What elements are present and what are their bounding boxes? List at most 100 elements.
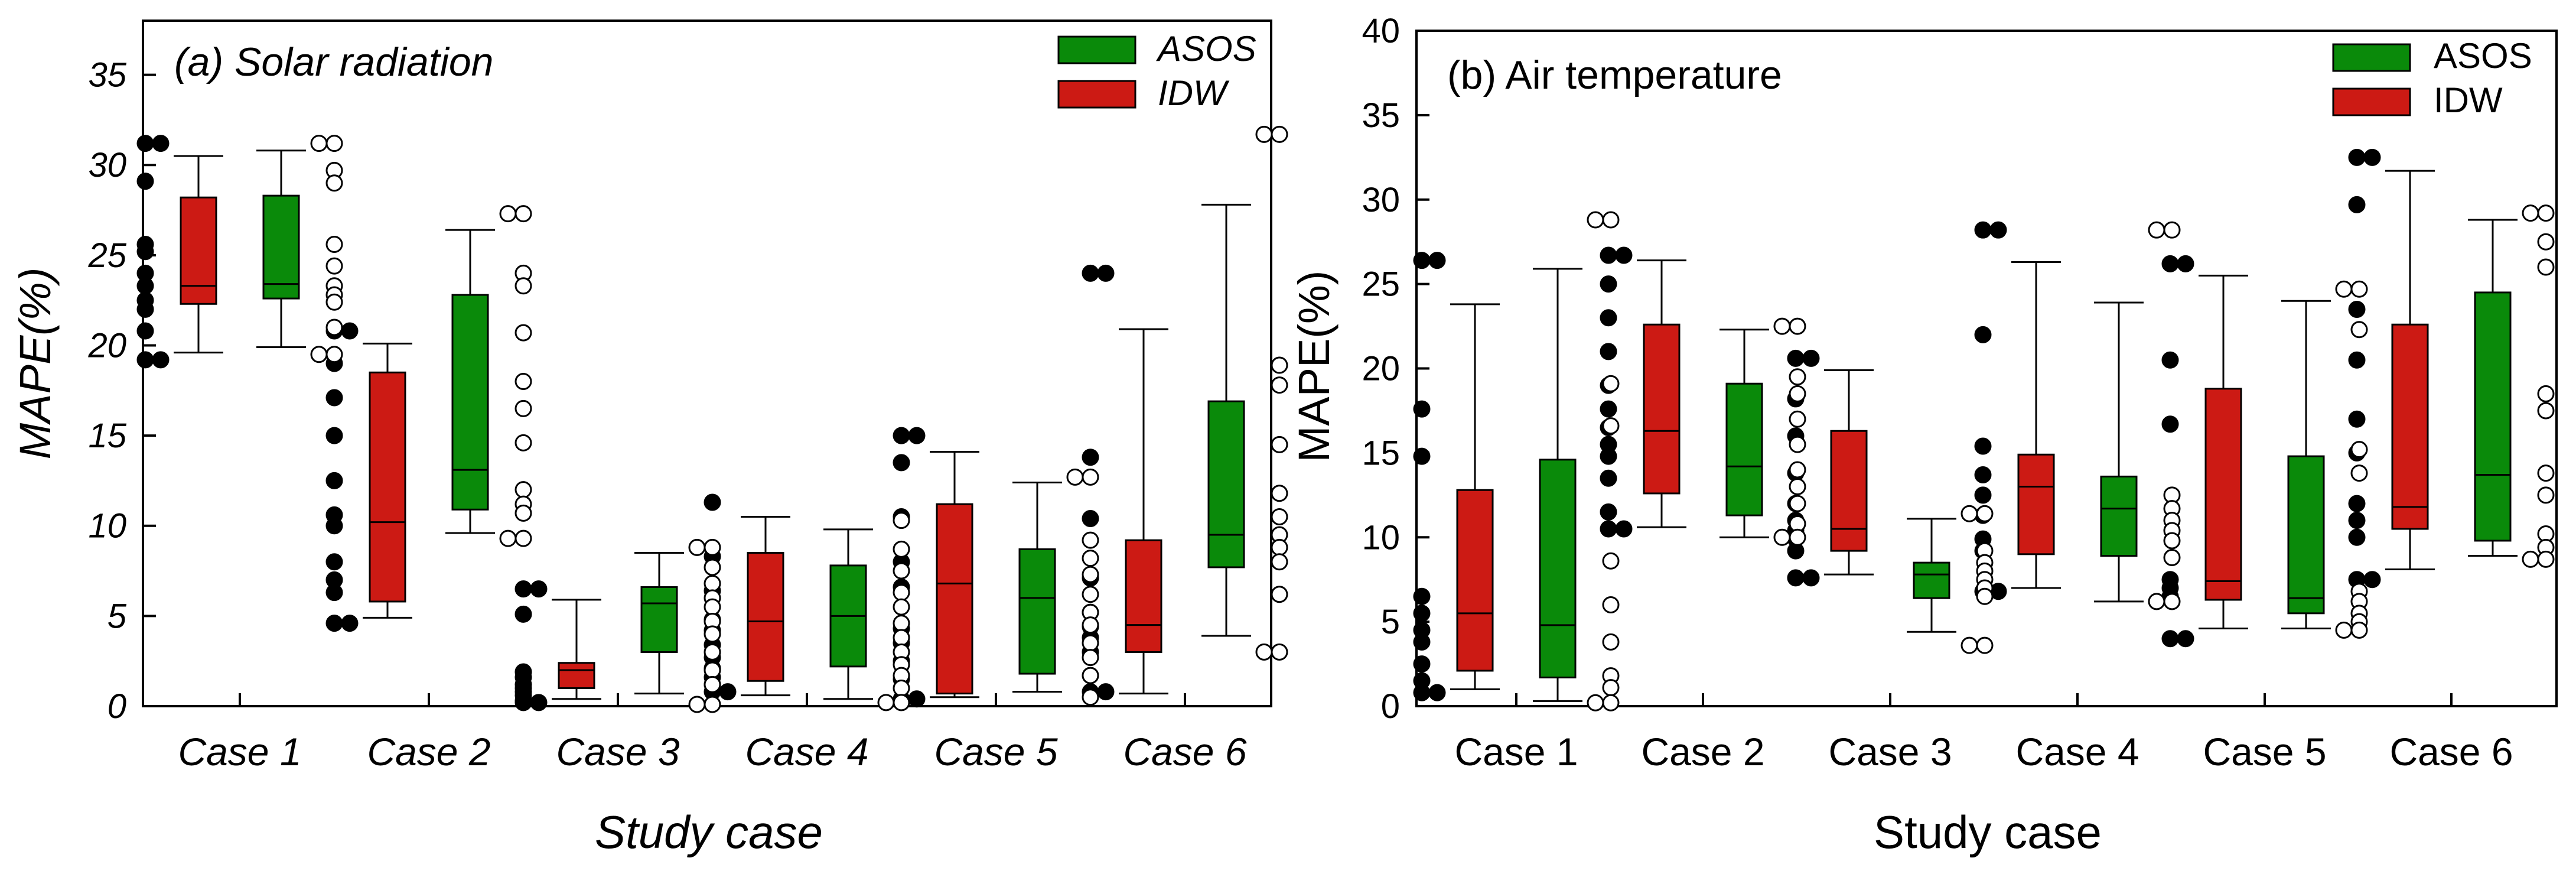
data-point-idw xyxy=(1600,275,1617,293)
data-point-idw xyxy=(341,322,359,340)
data-point-idw xyxy=(1428,684,1446,701)
data-point-asos xyxy=(1271,125,1288,143)
data-point-asos xyxy=(1271,538,1288,556)
data-point-asos xyxy=(1082,550,1099,567)
data-point-asos xyxy=(1271,553,1288,571)
data-point-asos xyxy=(2163,221,2181,239)
x-tick-label: Case 2 xyxy=(1641,730,1764,774)
y-tick-label: 40 xyxy=(1362,12,1400,50)
data-point-asos xyxy=(1271,356,1288,374)
x-axis-b: Case 1 Case 2 Case 3 Case 4 Case 5 Case 6 xyxy=(1454,693,2513,774)
data-point-asos xyxy=(514,205,532,223)
data-point-asos xyxy=(514,529,532,547)
box-idw xyxy=(369,371,406,603)
data-point-idw xyxy=(2348,512,2366,529)
data-point-idw xyxy=(325,615,343,632)
data-point-asos xyxy=(2335,280,2353,298)
chart-title-b: (b) Air temperature xyxy=(1447,53,1782,98)
data-point-asos xyxy=(1082,667,1099,684)
data-point-idw xyxy=(2161,351,2179,369)
box-asos xyxy=(640,586,678,653)
x-tick-label: Case 4 xyxy=(2015,730,2139,774)
data-point-asos xyxy=(1773,528,1791,546)
data-point-idw xyxy=(2161,630,2179,648)
data-point-asos xyxy=(2537,258,2555,276)
data-point-idw xyxy=(2161,415,2179,433)
data-point-idw xyxy=(893,454,910,472)
data-point-idw xyxy=(136,300,154,318)
data-point-asos xyxy=(704,643,721,661)
data-point-idw xyxy=(152,135,170,152)
data-point-asos xyxy=(1066,468,1084,486)
data-point-idw xyxy=(1600,400,1617,418)
data-point-asos xyxy=(2350,280,2368,298)
data-point-asos xyxy=(2537,385,2555,402)
data-point-asos xyxy=(2537,486,2555,504)
legend-label-idw-a: IDW xyxy=(1158,73,1230,113)
data-point-asos xyxy=(1602,694,1620,711)
data-point-asos xyxy=(893,562,910,580)
data-point-idw xyxy=(1802,349,1820,367)
data-point-idw xyxy=(1413,633,1431,651)
data-point-asos xyxy=(1271,485,1288,502)
data-point-idw xyxy=(704,493,721,511)
box-idw xyxy=(1456,489,1494,672)
data-point-asos xyxy=(514,504,532,522)
data-point-idw xyxy=(1413,605,1431,622)
data-point-asos xyxy=(1587,211,1604,229)
data-point-asos xyxy=(1602,552,1620,570)
x-axis-label-a: Study case xyxy=(595,806,823,858)
data-point-asos xyxy=(1602,633,1620,651)
data-point-asos xyxy=(893,694,910,711)
y-tick-label: 20 xyxy=(1362,350,1400,388)
box-asos xyxy=(1539,459,1577,678)
y-tick-label: 0 xyxy=(108,687,126,726)
box-idw xyxy=(936,503,973,695)
data-point-idw xyxy=(1413,587,1431,605)
data-point-asos xyxy=(1789,385,1806,402)
y-tick-label: 5 xyxy=(108,597,127,635)
y-tick-label: 30 xyxy=(88,146,126,184)
data-point-asos xyxy=(2163,593,2181,610)
points-a xyxy=(136,125,1288,713)
data-point-asos xyxy=(514,324,532,342)
data-point-idw xyxy=(2348,300,2366,318)
data-point-asos xyxy=(1789,495,1806,512)
data-point-idw xyxy=(1413,655,1431,673)
legend-label-asos-b: ASOS xyxy=(2434,36,2532,76)
data-point-idw xyxy=(1413,252,1431,269)
data-point-idw xyxy=(341,615,359,632)
data-point-asos xyxy=(1976,636,1994,654)
data-point-asos xyxy=(1255,125,1273,143)
data-point-asos xyxy=(704,675,721,693)
data-point-asos xyxy=(499,205,517,223)
legend-swatch-idw-b xyxy=(2332,87,2411,116)
data-point-idw xyxy=(325,553,343,571)
data-point-idw xyxy=(325,584,343,602)
y-tick-label: 20 xyxy=(87,326,126,365)
data-point-asos xyxy=(325,135,343,152)
data-point-asos xyxy=(1082,688,1099,706)
y-tick-label: 25 xyxy=(1362,265,1400,304)
data-point-idw xyxy=(1097,683,1115,701)
data-point-asos xyxy=(704,696,721,713)
data-point-idw xyxy=(1413,684,1431,701)
x-axis-label-b: Study case xyxy=(1874,806,2102,858)
data-point-asos xyxy=(1602,596,1620,614)
y-tick-label: 35 xyxy=(88,56,126,95)
box-idw xyxy=(1830,430,1868,552)
data-point-idw xyxy=(1413,400,1431,418)
data-point-idw xyxy=(1600,469,1617,487)
data-point-asos xyxy=(2148,221,2165,239)
data-point-asos xyxy=(1271,376,1288,394)
box-idw xyxy=(747,552,784,682)
y-tick-label: 15 xyxy=(88,417,126,455)
box-idw xyxy=(1643,323,1681,495)
data-point-asos xyxy=(1789,317,1806,335)
y-axis-a: 0 5 10 15 20 25 30 35 xyxy=(87,56,156,726)
data-point-asos xyxy=(2537,464,2555,482)
y-tick-label: 30 xyxy=(1362,181,1400,219)
data-point-idw xyxy=(136,135,154,152)
data-point-idw xyxy=(1787,349,1805,367)
